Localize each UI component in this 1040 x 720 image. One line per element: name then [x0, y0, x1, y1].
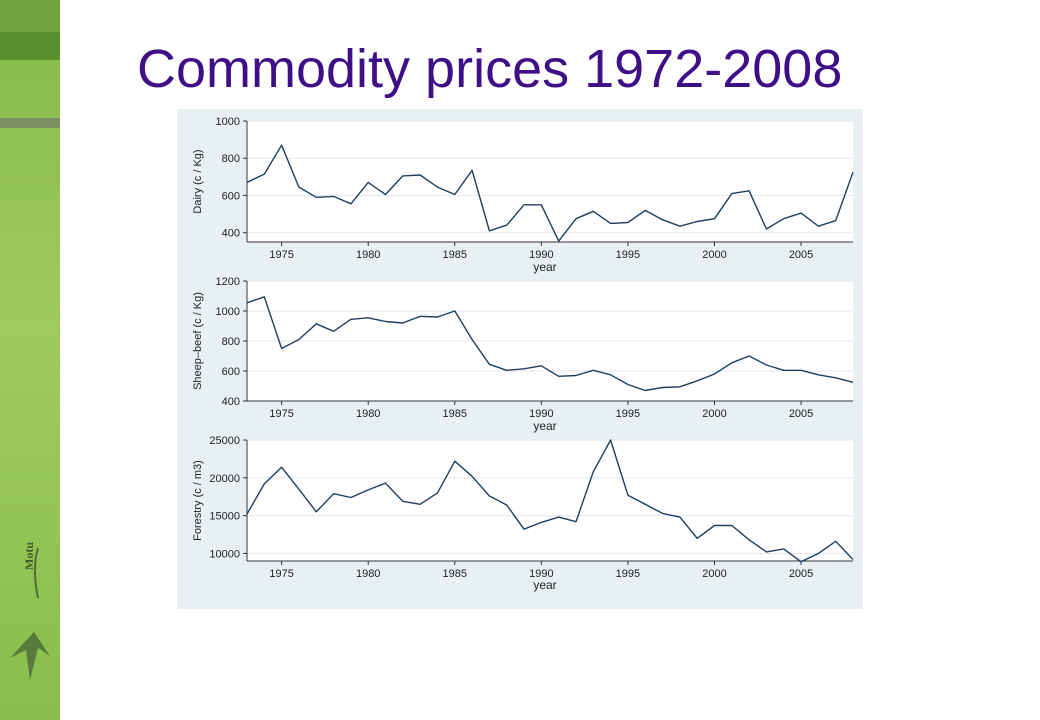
- x-tick-label-3-1995: 1995: [616, 568, 640, 580]
- x-tick-label-3-1990: 1990: [529, 568, 553, 580]
- x-tick-label-3-1975: 1975: [269, 568, 293, 580]
- y-tick-label-1-600: 600: [222, 190, 240, 202]
- y-tick-label-2-800: 800: [222, 336, 240, 348]
- commodity-price-charts: 400 600 800 1000 1975 1980 1985 1990 1995 2000 200…: [192, 116, 854, 592]
- logo-text: Motu: [22, 542, 36, 570]
- x-tick-label-1-2005: 2005: [789, 249, 813, 261]
- series-line-3: [246, 439, 854, 563]
- y-tick-label-3-15000: 15000: [209, 511, 240, 523]
- x-axis-label-1: year: [533, 260, 556, 274]
- x-tick-label-2-2005: 2005: [789, 408, 813, 420]
- motu-logo-icon: [10, 547, 50, 680]
- x-tick-label-1-2000: 2000: [702, 249, 726, 261]
- x-tick-label-2-1980: 1980: [356, 408, 380, 420]
- x-tick-label-2-2000: 2000: [702, 408, 726, 420]
- x-tick-label-1-1980: 1980: [356, 249, 380, 261]
- slide-title: Commodity prices 1972-2008: [137, 39, 843, 99]
- chart-frame: 400 600 800 1000 1975 1980 1985 1990 1995 2000 200…: [177, 109, 863, 609]
- y-tick-label-2-1200: 1200: [216, 276, 240, 288]
- y-tick-label-3-20000: 20000: [209, 473, 240, 485]
- x-tick-label-2-1975: 1975: [269, 408, 293, 420]
- x-axis-label-3: year: [533, 578, 556, 592]
- x-tick-label-1-1995: 1995: [616, 249, 640, 261]
- x-tick-label-3-2005: 2005: [789, 568, 813, 580]
- x-tick-label-2-1985: 1985: [443, 408, 467, 420]
- y-tick-label-1-800: 800: [222, 153, 240, 165]
- y-axis-label-1: Dairy (c / Kg): [192, 149, 204, 213]
- x-axis-label-2: year: [533, 419, 556, 433]
- y-axis-label-3: Forestry (c / m3): [192, 460, 204, 541]
- y-tick-label-1-400: 400: [222, 228, 240, 240]
- series-line-2: [246, 296, 854, 392]
- plot-area-3: [247, 440, 853, 561]
- x-tick-label-1-1990: 1990: [529, 249, 553, 261]
- x-tick-label-2-1990: 1990: [529, 408, 553, 420]
- left-decorative-band: [0, 0, 60, 720]
- y-axis-label-2: Sheep–beef (c / Kg): [192, 292, 204, 390]
- x-tick-label-1-1975: 1975: [269, 249, 293, 261]
- band-stripe-gray: [0, 118, 60, 128]
- y-tick-label-2-400: 400: [222, 396, 240, 408]
- band-stripe-dark: [0, 32, 60, 60]
- x-tick-label-2-1995: 1995: [616, 408, 640, 420]
- y-tick-label-1-1000: 1000: [216, 116, 240, 128]
- x-tick-label-3-2000: 2000: [702, 568, 726, 580]
- series-line-1: [246, 144, 854, 242]
- y-tick-label-2-1000: 1000: [216, 306, 240, 318]
- y-tick-label-3-10000: 10000: [209, 548, 240, 560]
- band-stripe-top: [0, 0, 60, 32]
- y-tick-label-2-600: 600: [222, 366, 240, 378]
- x-tick-label-1-1985: 1985: [443, 249, 467, 261]
- y-tick-label-3-25000: 25000: [209, 435, 240, 447]
- x-tick-label-3-1980: 1980: [356, 568, 380, 580]
- x-tick-label-3-1985: 1985: [443, 568, 467, 580]
